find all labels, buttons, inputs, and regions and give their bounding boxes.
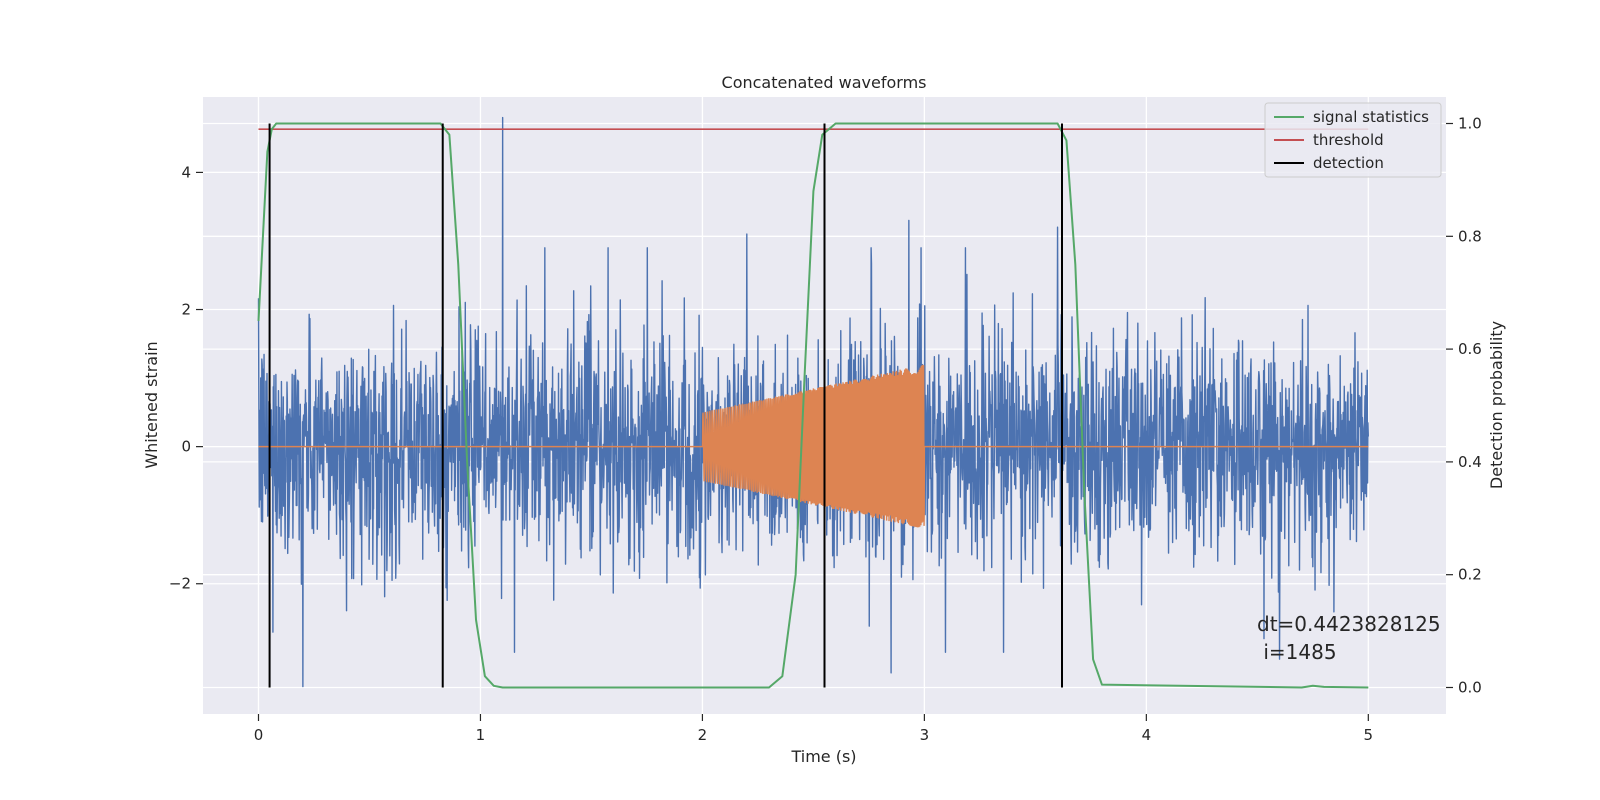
legend-label-threshold: threshold [1313, 131, 1384, 149]
x-tick-label: 3 [920, 726, 930, 744]
y-axis-label: Whitened strain [142, 341, 161, 468]
legend-label-detection: detection [1313, 154, 1384, 172]
y2-tick-label: 0.4 [1458, 453, 1482, 471]
y-tick-label: 4 [181, 163, 191, 181]
x-tick-label: 5 [1364, 726, 1374, 744]
series-injected-waveform [258, 364, 1369, 528]
y-tick-label: 0 [181, 438, 191, 456]
legend-label-signal-statistics: signal statistics [1313, 108, 1429, 126]
annotation-index: i=1485 [1257, 640, 1337, 664]
x-tick-label: 4 [1142, 726, 1152, 744]
plot-area [257, 116, 1370, 689]
y2-axis-label: Detection probability [1487, 321, 1506, 489]
y-tick-label: 2 [181, 301, 191, 319]
chart-title: Concatenated waveforms [722, 73, 927, 92]
y2-tick-label: 0.6 [1458, 340, 1482, 358]
x-tick-label: 0 [254, 726, 264, 744]
x-axis-label: Time (s) [790, 747, 856, 766]
y2-tick-label: 0.2 [1458, 566, 1482, 584]
series-signal-statistics [257, 122, 1369, 689]
y2-tick-label: 0.0 [1458, 678, 1482, 696]
x-tick-label: 1 [476, 726, 486, 744]
left-axis: −2 0 2 4 [169, 163, 203, 593]
annotation-dt: dt=0.4423828125 [1257, 612, 1441, 636]
legend: signal statistics threshold detection [1264, 102, 1442, 178]
right-axis: 0.0 0.2 0.4 0.6 0.8 1.0 [1446, 115, 1482, 696]
y-tick-label: −2 [169, 575, 191, 593]
y2-tick-label: 0.8 [1458, 227, 1482, 245]
x-tick-label: 2 [698, 726, 708, 744]
legend-box [1264, 102, 1442, 178]
y2-tick-label: 1.0 [1458, 115, 1482, 133]
bottom-axis: 0 1 2 3 4 5 [254, 714, 1373, 744]
